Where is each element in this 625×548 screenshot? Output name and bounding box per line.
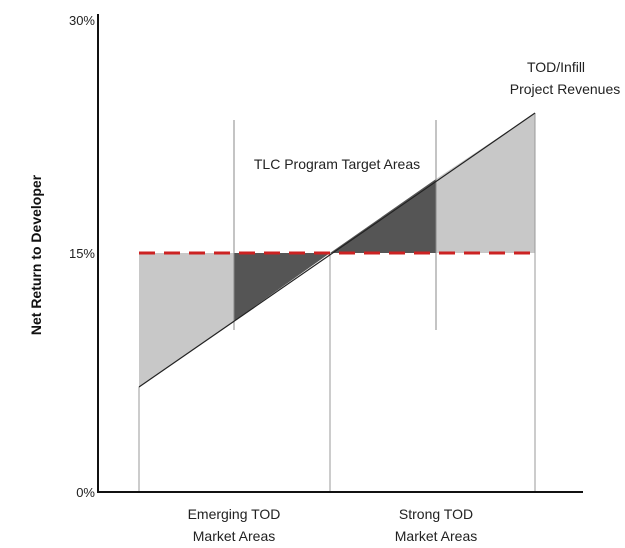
y-tick-15: 15% [69,246,95,261]
shortfall-region-light [139,253,234,387]
y-axis-label: Net Return to Developer [28,174,44,335]
surplus-region-target [330,179,436,253]
y-tick-0: 0% [76,485,95,500]
x-label-strong-line1: Strong TOD [399,506,473,522]
surplus-region-light [436,113,535,253]
revenue-label-line2: Project Revenues [510,81,621,97]
x-label-emerging-line2: Market Areas [193,528,275,544]
x-label-strong-line2: Market Areas [395,528,477,544]
revenue-label-line1: TOD/Infill [527,59,585,75]
revenue-line [138,112,536,388]
x-label-emerging-line1: Emerging TOD [188,506,281,522]
y-tick-30: 30% [69,13,95,28]
target-areas-label: TLC Program Target Areas [254,156,420,172]
